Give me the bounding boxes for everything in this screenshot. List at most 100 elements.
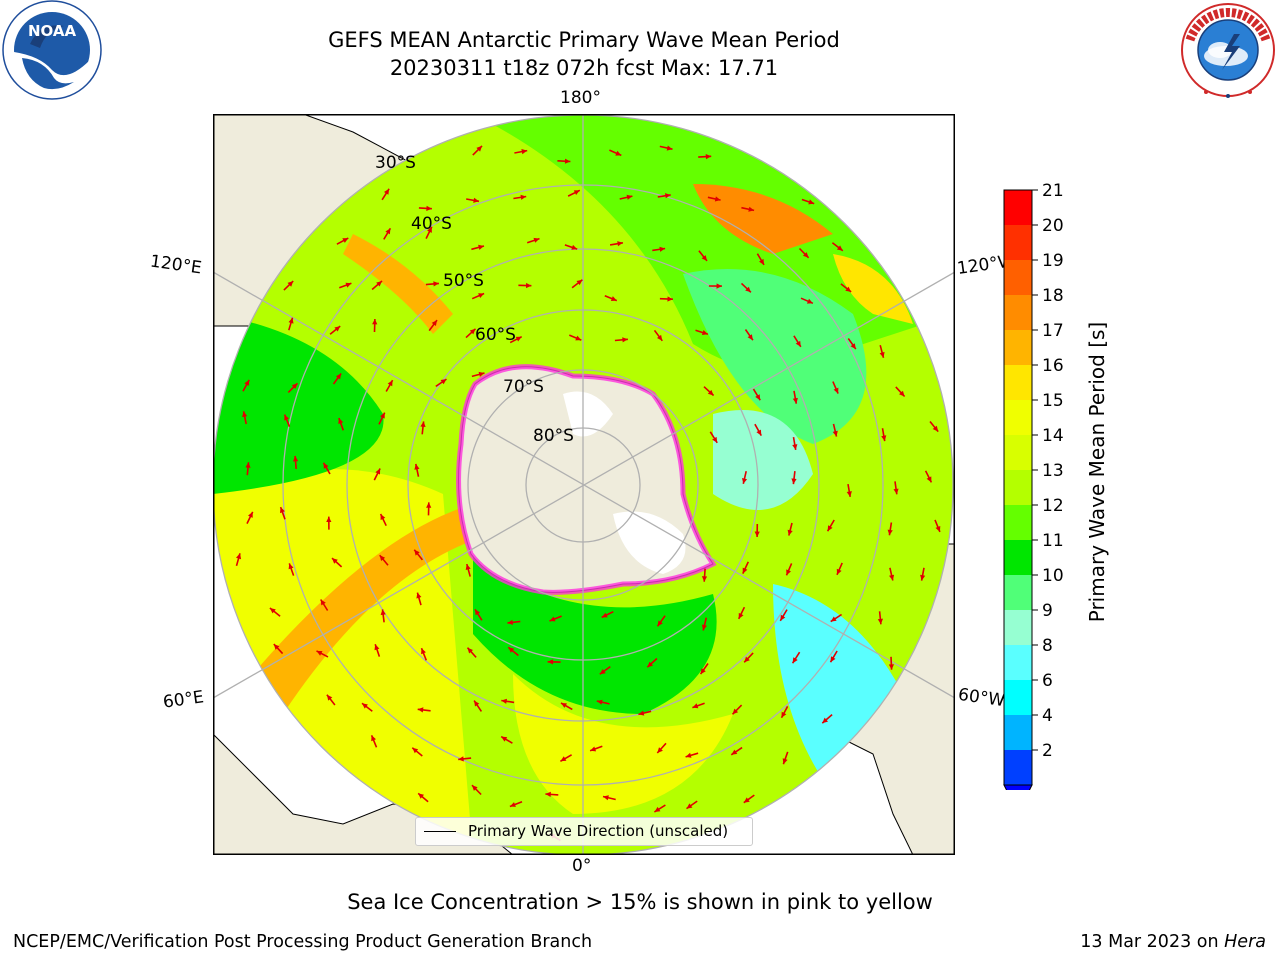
wave-arrow-head [926,476,932,483]
colorbar-segment [1004,505,1032,540]
colorbar-tick-label: 10 [1042,566,1064,586]
wave-arrow-head [845,286,852,292]
colorbar-segment [1004,610,1032,645]
colorbar-tick-label: 6 [1042,671,1053,691]
wave-arrow-head [323,462,329,469]
chart-title: GEFS MEAN Antarctic Primary Wave Mean Pe… [234,26,934,82]
colorbar-segment [1004,540,1032,575]
colorbar-tick-label: 17 [1042,321,1064,341]
wave-arrow-head [475,609,481,616]
wave-arrow-head [458,756,464,762]
wave-arrow-head [610,296,617,301]
colorbar-segment [1004,190,1032,225]
national-weather-service-logo [1181,3,1275,98]
wave-arrow-head [320,599,326,606]
colorbar-tick-label: 4 [1042,706,1053,726]
lat-label-80s: 80°S [533,426,574,446]
wave-arrow-head [664,193,671,199]
wave-arrow-head [384,188,390,195]
wave-arrow-head [889,574,895,581]
wave-arrow-head [465,564,471,570]
colorbar-segment [1004,260,1032,295]
footer-machine: Hera [1224,932,1266,952]
wave-arrow-head [686,803,693,809]
wave-arrow-head [362,703,368,709]
colorbar-segment [1004,225,1032,260]
wave-arrow-head [273,644,280,650]
wave-arrow-head [712,436,718,443]
wave-arrow-head [385,228,391,235]
wave-direction-arrows [235,145,941,842]
wave-arrow-head [830,656,836,663]
wave-arrow-head [732,708,739,715]
wave-arrow-head [478,371,485,377]
wave-arrow-head [596,699,603,705]
colorbar-segment [1004,715,1032,750]
colorbar-tick-label: 21 [1042,181,1064,201]
wave-arrow-head [701,255,707,261]
legend-label: Primary Wave Direction (unscaled) [468,822,729,840]
lat-label-30s: 30°S [375,153,416,173]
colorbar-segment [1004,435,1032,470]
wave-arrow-head [667,296,673,302]
wave-arrow-head [832,430,838,437]
polar-map-canvas: 30°S 40°S 50°S 60°S 70°S 80°S [213,114,955,855]
wave-arrow-head [654,806,661,812]
wave-arrow-head [380,609,386,616]
wave-arrow-head [476,145,482,152]
wave-arrow-head [827,525,833,532]
wave-arrow-head [626,194,633,200]
footer-date: 13 Mar 2023 on Hera [1080,932,1266,952]
colorbar-tick-label: 2 [1042,741,1053,761]
wave-arrow-head [792,444,798,450]
wave-arrow-head [287,281,294,287]
wave-arrow-head [888,664,894,670]
lat-label-60s: 60°S [475,325,516,345]
colorbar-segment [1004,750,1032,785]
wave-arrow-head [742,567,748,574]
lon-label-0: 0° [572,856,592,876]
wave-arrow-head [899,390,905,397]
wave-arrow-head [508,647,515,653]
wave-arrow-head [478,244,484,250]
wave-arrow-head [731,749,738,755]
wave-arrow-head [242,411,248,418]
polar-map: 30°S 40°S 50°S 60°S 70°S 80°S Primary Wa… [213,114,955,855]
title-line-2: 20230311 t18z 072h fcst Max: 17.71 [389,56,779,80]
wave-arrow-head [617,241,623,247]
title-line-1: GEFS MEAN Antarctic Primary Wave Mean Pe… [328,28,840,52]
colorbar-tick-label: 20 [1042,216,1064,236]
wave-arrow-head [426,502,432,508]
wave-arrow-head [288,317,294,324]
wave-arrow-head [421,648,426,655]
wave-arrow-head [599,669,606,675]
noaa-logo: NOAA [2,0,102,100]
wave-arrow-head [780,614,786,621]
wave-arrow-head [374,644,380,651]
wave-arrow-head [887,529,893,536]
svg-text:NOAA: NOAA [28,22,77,40]
wave-arrow-head [791,478,797,485]
wave-arrow-head [714,196,721,202]
wave-arrow-head [440,379,447,385]
colorbar-segment [1004,680,1032,715]
colorbar-tick-label: 11 [1042,531,1064,551]
wave-arrow-head [590,746,597,752]
wave-arrow-head [615,150,622,156]
wave-arrow-head [520,194,527,200]
colorbar-segment [1004,400,1032,435]
wave-arrow-head [701,624,707,631]
wave-arrow-head [846,491,852,497]
colorbar-tick-label: 9 [1042,601,1053,621]
wave-arrow-head [935,526,941,532]
wave-arrow-head [692,703,699,709]
footer-date-text: 13 Mar 2023 on [1080,932,1225,952]
colorbar: 21 20 19 18 17 16 15 14 13 12 11 10 9 8 6 4 2 [1003,181,1064,790]
wave-arrow-head [893,488,899,495]
legend-line-swatch [424,831,456,832]
wave-arrow-head [747,334,753,341]
wave-arrow-head [269,608,276,614]
wave-arrow-head [716,283,722,289]
map-legend: Primary Wave Direction (unscaled) [415,817,753,846]
